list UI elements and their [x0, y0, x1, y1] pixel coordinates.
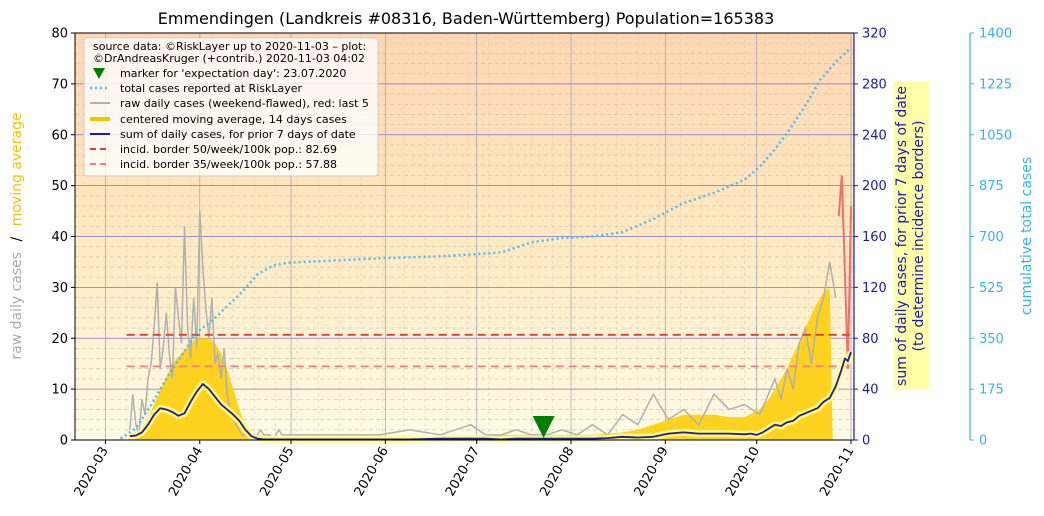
- x-tick-label: 2020-04: [166, 445, 206, 500]
- raw-last5-line: [837, 175, 852, 369]
- raw-daily-line: [129, 211, 837, 442]
- y-right-sum7-tick-label: 240: [862, 128, 887, 143]
- y-right-cumulative-tick-label: 1400: [979, 27, 1012, 42]
- y-right-cumulative-tick-label: 700: [979, 230, 1004, 245]
- moving-average-area: [126, 287, 833, 440]
- y-axis-right-sum7-label-line2: (to determine incidence borders): [911, 121, 927, 352]
- y-left-tick-label: 20: [51, 332, 68, 347]
- y-left-tick-label: 30: [51, 281, 68, 296]
- x-tick-label: 2020-05: [257, 445, 297, 500]
- legend-box: [83, 37, 379, 177]
- y-label-raw-part: raw daily cases: [9, 252, 25, 360]
- y-left-tick-label: 40: [51, 230, 68, 245]
- y-axis-right-cumulative-ticks: 0 175 350 525 700 875 1050 1225 1400: [970, 27, 1012, 449]
- y-right-sum7-tick-label: 160: [862, 230, 887, 245]
- x-tick-label: 2020-06: [352, 445, 392, 500]
- legend-raw: raw daily cases (weekend-flawed), red: l…: [120, 97, 369, 110]
- y-right-sum7-tick-label: 120: [862, 281, 887, 296]
- x-tick-label: 2020-07: [443, 445, 483, 500]
- y-axis-right-cumulative-label: cumulative total cases: [1019, 157, 1035, 315]
- y-left-tick-label: 50: [51, 179, 68, 194]
- y-axis-right-sum7-ticks: 0 40 80 120 160 200 240 280 320: [854, 27, 887, 449]
- x-tick-label: 2020-09: [632, 445, 672, 500]
- y-right-sum7-tick-label: 0: [862, 434, 870, 449]
- legend-marker-triangle-icon: [93, 68, 105, 79]
- legend-moving-average: centered moving average, 14 days cases: [120, 113, 347, 126]
- chart-title: Emmendingen (Landkreis #08316, Baden-Wür…: [158, 9, 775, 28]
- x-tick-label: 2020-08: [537, 445, 577, 500]
- cumulative-line: [119, 46, 852, 440]
- right-label-box: [893, 82, 929, 389]
- y-right-cumulative-tick-label: 525: [979, 281, 1004, 296]
- y-right-cumulative-tick-label: 350: [979, 332, 1004, 347]
- y-right-sum7-tick-label: 280: [862, 77, 887, 92]
- sum7-line: [129, 351, 852, 441]
- legend-source-line2: ©DrAndreasKruger (+contrib.) 2020-11-03 …: [93, 52, 365, 65]
- expectation-day-marker: [532, 416, 555, 438]
- y-right-sum7-tick-label: 320: [862, 27, 887, 42]
- x-tick-label: 2020-03: [72, 445, 112, 500]
- y-right-sum7-tick-label: 200: [862, 179, 887, 194]
- y-left-tick-label: 0: [60, 434, 68, 449]
- legend-source-line1: source data: ©RiskLayer up to 2020-11-03…: [93, 40, 366, 53]
- y-label-separator: /: [9, 236, 25, 241]
- y-left-tick-label: 70: [51, 77, 68, 92]
- y-right-cumulative-tick-label: 875: [979, 179, 1004, 194]
- y-axis-left-ticks: 0 10 20 30 40 50 60 70 80: [51, 27, 75, 449]
- legend-border50: incid. border 50/week/100k pop.: 82.69: [120, 143, 337, 156]
- y-left-tick-label: 10: [51, 383, 68, 398]
- legend-cumulative: total cases reported at RiskLayer: [120, 82, 303, 95]
- y-axis-right-sum7-label-line1: sum of daily cases, for prior 7 days of …: [894, 86, 910, 386]
- y-right-cumulative-tick-label: 1225: [979, 77, 1012, 92]
- legend-expectation-day: marker for 'expectation day': 23.07.2020: [120, 67, 346, 80]
- x-tick-label: 2020-11: [817, 445, 857, 500]
- legend-border35: incid. border 35/week/100k pop.: 57.88: [120, 158, 337, 171]
- y-left-tick-label: 80: [51, 27, 68, 42]
- y-right-cumulative-tick-label: 1050: [979, 128, 1012, 143]
- y-right-cumulative-tick-label: 0: [979, 434, 987, 449]
- y-right-sum7-tick-label: 40: [862, 383, 879, 398]
- y-label-average-part: moving average: [9, 112, 25, 226]
- major-grid: [75, 33, 854, 440]
- x-tick-label: 2020-10: [723, 445, 763, 500]
- y-axis-left-label: raw daily cases / moving average: [9, 112, 25, 359]
- series-layer: [119, 46, 855, 443]
- y-left-tick-label: 60: [51, 128, 68, 143]
- legend: source data: ©RiskLayer up to 2020-11-03…: [83, 37, 379, 177]
- legend-sum7: sum of daily cases, for prior 7 days of …: [120, 128, 356, 141]
- y-right-sum7-tick-label: 80: [862, 332, 879, 347]
- x-axis-ticks: 2020-03 2020-04 2020-05 2020-06 2020-07 2020-…: [72, 440, 857, 500]
- y-right-cumulative-tick-label: 175: [979, 383, 1004, 398]
